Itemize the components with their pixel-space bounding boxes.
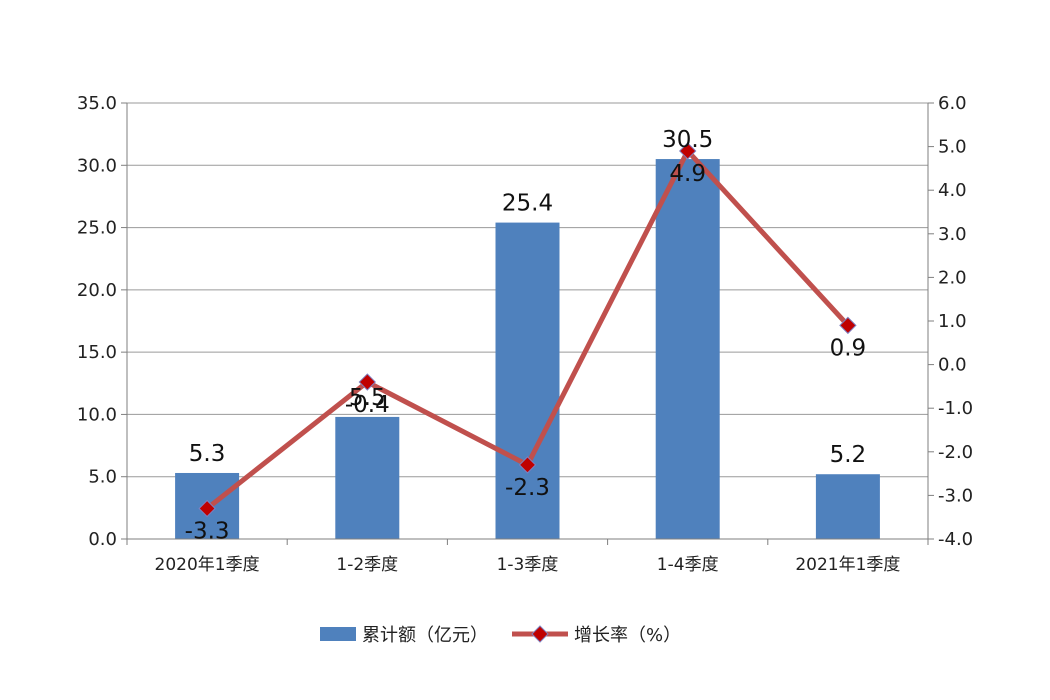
line-data-label: -0.4 — [345, 392, 390, 418]
right-tick-label: 0.0 — [938, 355, 967, 376]
right-tick-label: -1.0 — [938, 398, 973, 419]
right-tick-label: 5.0 — [938, 137, 967, 158]
right-tick-label: 3.0 — [938, 224, 967, 245]
bar-series — [175, 159, 880, 540]
right-tick-label: 1.0 — [938, 311, 967, 332]
right-tick-label: -3.0 — [938, 485, 973, 506]
legend: 累计额（亿元） 增长率（%） — [320, 625, 681, 646]
bar-data-label: 30.5 — [662, 127, 713, 153]
x-tick-label: 1-4季度 — [657, 555, 719, 575]
legend-label-line: 增长率（%） — [574, 625, 681, 646]
x-tick-label: 1-2季度 — [336, 555, 398, 575]
bar-data-label: 5.2 — [830, 442, 867, 468]
x-tick-label: 2021年1季度 — [795, 555, 900, 575]
right-tick-label: -4.0 — [938, 529, 973, 550]
line-data-label: -2.3 — [505, 475, 550, 501]
line-data-label: -3.3 — [185, 518, 230, 544]
right-tick-label: -2.0 — [938, 442, 973, 463]
line-marker — [198, 499, 216, 518]
bar-data-label: 5.3 — [189, 441, 226, 467]
right-tick-label: 2.0 — [938, 267, 967, 288]
axes: 0.0 5.0 10.0 15.0 20.0 25.0 30.0 35.0 -4.0 -3.0 -2… — [77, 93, 973, 575]
line-marker — [839, 316, 857, 335]
line-marker — [678, 142, 697, 160]
line-marker — [358, 373, 377, 391]
line-data-label: 4.9 — [669, 161, 706, 187]
bar — [815, 474, 880, 539]
x-tick-label: 1-3季度 — [497, 555, 559, 575]
legend-swatch-bar — [320, 627, 356, 641]
bar — [335, 416, 400, 539]
right-tick-label: 6.0 — [938, 93, 967, 114]
left-tick-label: 0.0 — [88, 529, 117, 550]
x-tick-label: 2020年1季度 — [155, 555, 260, 575]
right-tick-label: 4.0 — [938, 180, 967, 201]
line-series — [198, 142, 857, 518]
left-tick-label: 5.0 — [88, 467, 117, 488]
left-tick-label: 25.0 — [77, 218, 117, 239]
bar-data-label: 5.5 — [349, 385, 386, 411]
left-tick-label: 15.0 — [77, 342, 117, 363]
line-data-label: 0.9 — [830, 335, 867, 361]
legend-marker-diamond — [531, 625, 549, 643]
legend-label-bar: 累计额（亿元） — [362, 625, 488, 646]
left-tick-label: 30.0 — [77, 155, 117, 176]
bar — [655, 159, 720, 540]
left-tick-label: 10.0 — [77, 404, 117, 425]
left-tick-label: 20.0 — [77, 280, 117, 301]
data-labels: 5.3 5.5 25.4 30.5 5.2 -3.3 -0.4 -2.3 4.9 0.9 — [185, 127, 867, 544]
line-marker — [518, 456, 537, 474]
bar — [495, 222, 560, 540]
bar-data-label: 25.4 — [502, 191, 553, 217]
left-tick-label: 35.0 — [77, 93, 117, 114]
